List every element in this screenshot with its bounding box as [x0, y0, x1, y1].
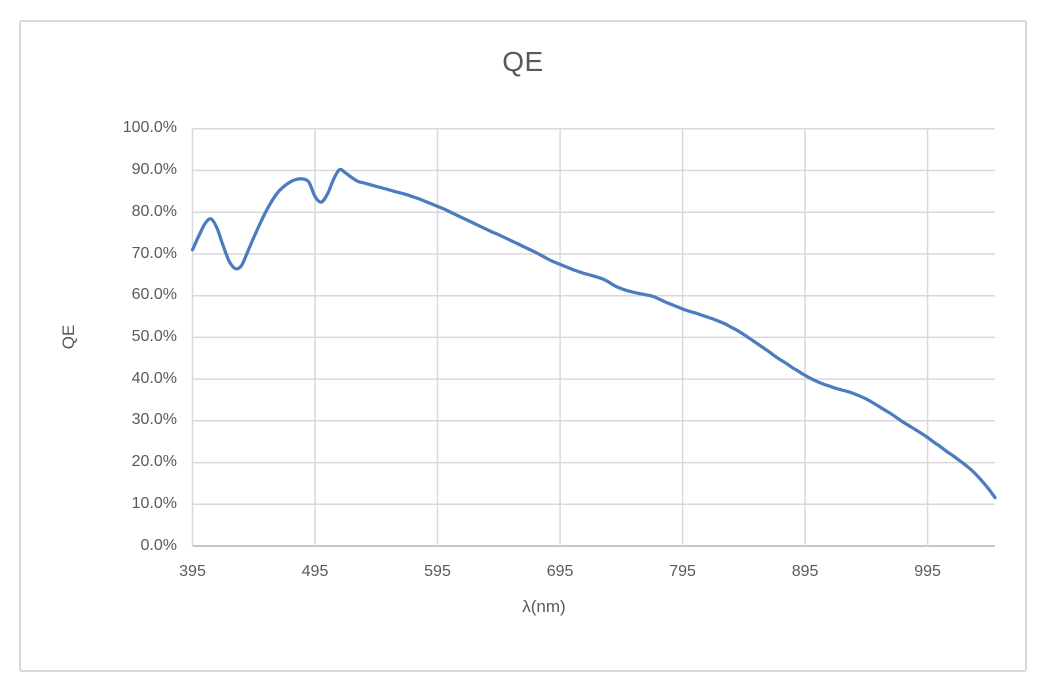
qe-series-line [190, 167, 997, 500]
y-tick-label: 0.0% [140, 536, 177, 554]
y-tick-label: 100.0% [122, 119, 177, 137]
y-tick-label: 20.0% [131, 453, 177, 471]
y-tick-label: 50.0% [131, 327, 177, 345]
x-tick-label: 995 [914, 563, 941, 580]
x-tick-label: 695 [546, 563, 574, 580]
y-tick-label: 90.0% [131, 161, 177, 178]
chart-title: QE [502, 46, 544, 77]
x-tick-label: 795 [669, 563, 696, 580]
y-tick-label: 10.0% [131, 494, 177, 512]
y-tick-label: 80.0% [131, 202, 177, 220]
x-axis-title: λ(nm) [522, 597, 566, 616]
x-tick-label: 395 [179, 563, 206, 580]
x-tick-label: 495 [301, 563, 329, 580]
x-tick-label: 595 [424, 563, 451, 580]
y-tick-label: 60.0% [131, 286, 177, 304]
y-tick-label: 40.0% [131, 369, 177, 387]
y-tick-label: 70.0% [131, 244, 177, 262]
y-tick-label: 30.0% [131, 411, 177, 429]
x-tick-label: 895 [791, 563, 819, 580]
